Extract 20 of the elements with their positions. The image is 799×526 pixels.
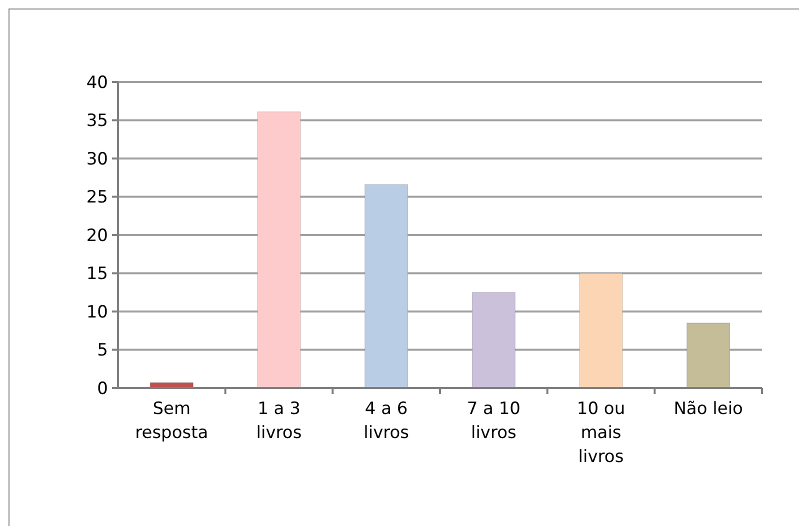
y-tick-label: 5 [97,340,108,361]
x-tick-label: Não leio [674,399,743,419]
bar [686,322,730,388]
y-tick-label: 25 [86,188,108,208]
y-tick-label: 20 [86,226,108,246]
bar [364,184,408,388]
y-tick-label: 0 [97,378,108,399]
bar [579,273,623,388]
x-tick-label: 4 a 6 livros [364,399,410,443]
x-tick-label: 10 ou mais livros [576,399,626,467]
y-tick-label: 40 [86,72,108,93]
y-tick-label: 35 [86,111,108,132]
y-tick-label: 30 [86,149,108,170]
bar [472,292,516,388]
x-tick-label: 7 a 10 livros [466,399,521,443]
y-tick-label: 10 [86,302,108,322]
y-tick-label: 15 [86,264,108,284]
x-tick-label: Sem resposta [135,399,208,443]
bar [257,112,301,388]
x-tick-label: 1 a 3 livros [256,399,302,443]
